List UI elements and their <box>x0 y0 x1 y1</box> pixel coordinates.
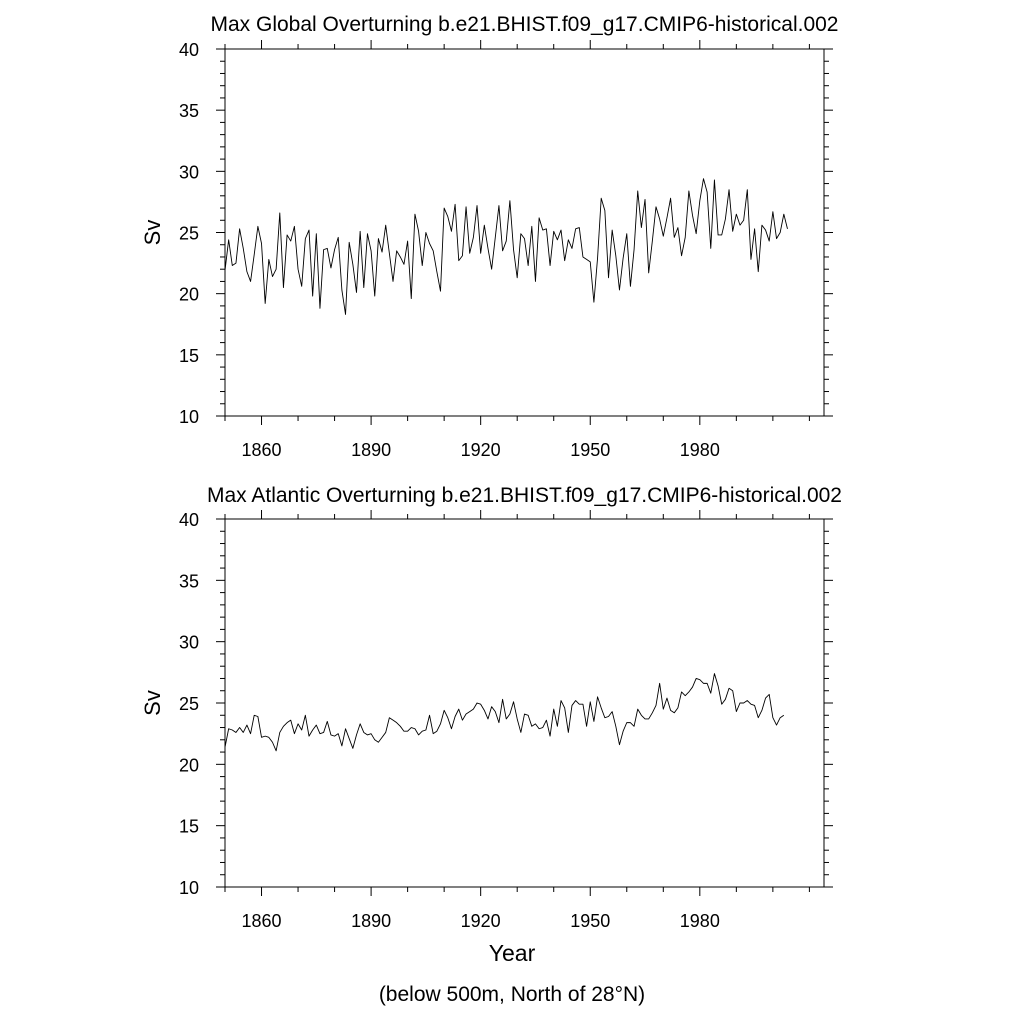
x-tick-label: 1860 <box>242 440 282 460</box>
x-tick-label: 1980 <box>680 911 720 931</box>
x-tick-label: 1950 <box>570 440 610 460</box>
x-tick-label: 1860 <box>242 911 282 931</box>
y-tick-label: 40 <box>179 40 199 60</box>
x-tick-label: 1950 <box>570 911 610 931</box>
y-tick-label: 25 <box>179 224 199 244</box>
panel-global-overturning: Max Global Overturning b.e21.BHIST.f09_g… <box>140 13 838 460</box>
y-tick-label: 20 <box>179 285 199 305</box>
subtitle-note: (below 500m, North of 28°N) <box>378 983 646 1006</box>
y-tick-label: 35 <box>179 571 199 591</box>
y-tick-label: 40 <box>179 510 199 530</box>
y-tick-label: 10 <box>179 407 199 427</box>
y-axis-label: Sv <box>140 220 165 246</box>
y-tick-label: 10 <box>179 878 199 898</box>
x-axis-title: Year <box>488 940 536 966</box>
y-tick-label: 30 <box>179 633 199 653</box>
panel-atlantic-overturning: Max Atlantic Overturning b.e21.BHIST.f09… <box>140 484 842 931</box>
y-tick-label: 30 <box>179 162 199 182</box>
series-line <box>224 178 788 315</box>
y-tick-label: 15 <box>179 817 199 837</box>
y-tick-label: 25 <box>179 694 199 714</box>
y-tick-label: 15 <box>179 346 199 366</box>
y-tick-label: 35 <box>179 101 199 121</box>
x-tick-label: 1890 <box>351 440 391 460</box>
series-line <box>224 673 785 752</box>
x-tick-label: 1920 <box>461 440 501 460</box>
x-tick-label: 1920 <box>461 911 501 931</box>
x-tick-label: 1890 <box>351 911 391 931</box>
y-axis-label: Sv <box>140 690 165 716</box>
y-tick-label: 20 <box>179 755 199 775</box>
chart-title: Max Atlantic Overturning b.e21.BHIST.f09… <box>207 484 842 507</box>
chart-title: Max Global Overturning b.e21.BHIST.f09_g… <box>211 13 839 36</box>
x-tick-label: 1980 <box>680 440 720 460</box>
